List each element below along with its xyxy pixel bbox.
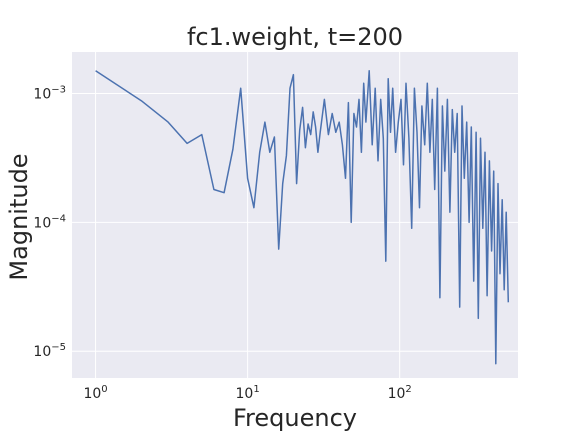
x-tick-label-1: 101 bbox=[236, 384, 260, 402]
chart-title: fc1.weight, t=200 bbox=[187, 23, 403, 51]
y-tick-labels: 10−3 10−4 10−5 bbox=[33, 85, 66, 361]
y-tick-label-2: 10−5 bbox=[33, 342, 66, 360]
x-axis-label: Frequency bbox=[233, 404, 357, 432]
y-tick-label-1: 10−4 bbox=[33, 213, 66, 231]
y-tick-label-0: 10−3 bbox=[33, 85, 66, 103]
y-axis-label: Magnitude bbox=[5, 153, 33, 280]
plot-background bbox=[72, 52, 518, 378]
x-tick-label-2: 102 bbox=[388, 384, 412, 402]
x-tick-label-0: 100 bbox=[83, 384, 107, 402]
series-line bbox=[95, 70, 510, 365]
x-tick-labels: 100 101 102 bbox=[83, 384, 411, 402]
